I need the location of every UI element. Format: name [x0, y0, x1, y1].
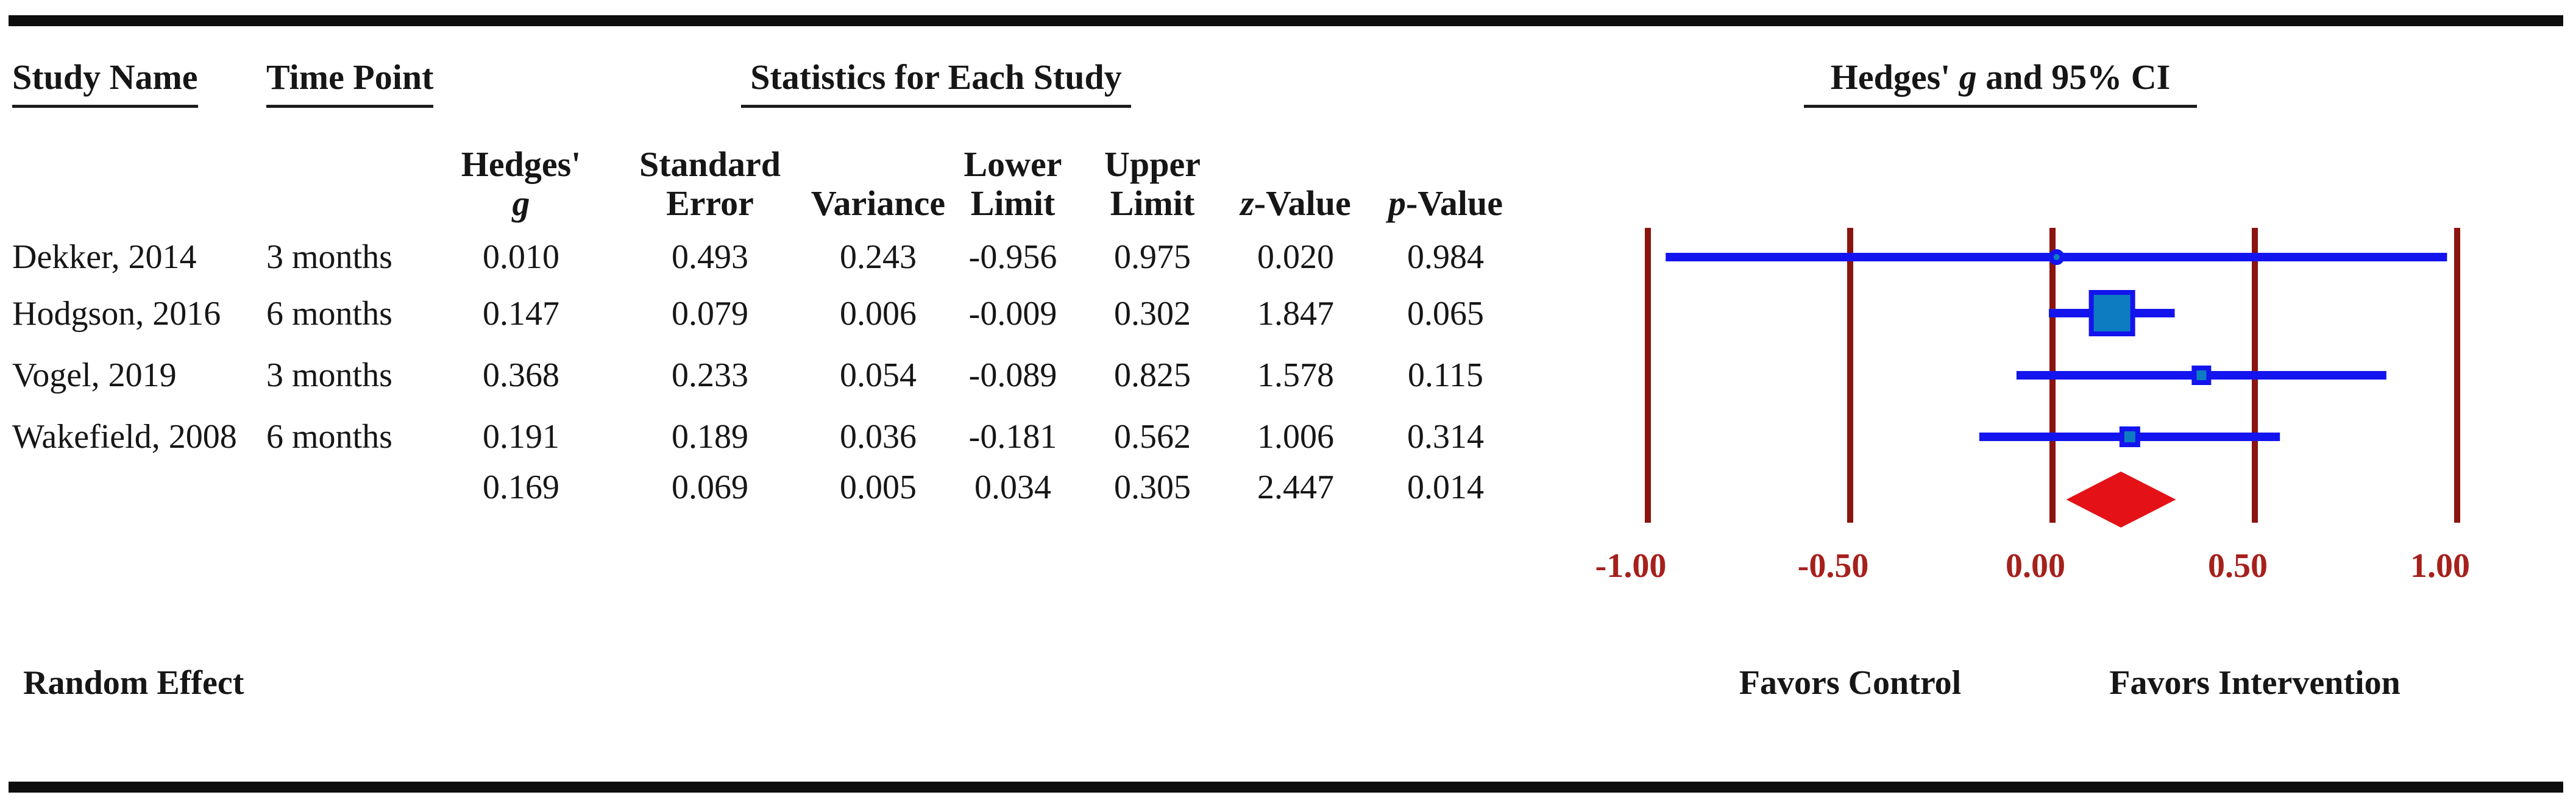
z-value: 1.847: [1257, 295, 1334, 333]
variance-value: 0.243: [840, 238, 917, 276]
col-header-hedges-g: Hedges' g: [436, 145, 606, 223]
effect-marker: [2119, 426, 2140, 447]
time-point-header: Time Point: [266, 57, 434, 108]
standard-error-value: 0.079: [672, 295, 748, 333]
time-point: 6 months: [266, 418, 392, 456]
lower-limit-value: -0.956: [968, 238, 1057, 276]
table-row: Wakefield, 2008 6 months 0.191 0.189 0.0…: [0, 417, 1584, 457]
variance-value: 0.036: [840, 418, 917, 456]
col-header-z-value: z-Value: [1210, 145, 1381, 223]
lower-limit-value: -0.181: [968, 418, 1057, 456]
col-header-line1: Hedges': [461, 144, 581, 184]
time-point: 3 months: [266, 356, 392, 394]
z-value: 0.020: [1257, 238, 1334, 276]
upper-limit-value: 0.825: [1114, 356, 1191, 394]
col-header-line1: Upper: [1104, 144, 1201, 184]
p-value: 0.984: [1407, 238, 1484, 276]
standard-error-value: 0.493: [672, 238, 748, 276]
axis-tick-label: 0.50: [2208, 547, 2268, 585]
upper-limit-value: 0.302: [1114, 295, 1191, 333]
top-rule: [9, 15, 2563, 26]
upper-limit-value: 0.975: [1114, 238, 1191, 276]
effect-marker: [2048, 249, 2065, 265]
table-row: Vogel, 2019 3 months 0.368 0.233 0.054 -…: [0, 355, 1584, 395]
hedges-g-value: 0.147: [483, 295, 559, 333]
col-header-variance: Variance: [793, 145, 963, 223]
summary-row: 0.169 0.069 0.005 0.034 0.305 2.447 0.01…: [0, 467, 1584, 507]
study-name: Dekker, 2014: [12, 238, 197, 276]
z-rest: -Value: [1254, 183, 1351, 223]
ci-header-g: g: [1959, 57, 1977, 97]
col-header-line1: Lower: [963, 144, 1062, 184]
summary-hedges-g: 0.169: [483, 468, 559, 506]
summary-variance: 0.005: [840, 468, 917, 506]
study-name: Wakefield, 2008: [12, 418, 237, 456]
p-value: 0.314: [1407, 418, 1484, 456]
col-header-line1: Standard: [639, 144, 781, 184]
effect-marker: [2191, 366, 2212, 385]
axis-tick-label: -0.50: [1797, 547, 1869, 585]
axis-tick-label: 1.00: [2410, 547, 2470, 585]
time-point: 3 months: [266, 238, 392, 276]
axis-tick-label: -1.00: [1595, 547, 1667, 585]
p-italic: p: [1388, 183, 1406, 223]
hedges-g-value: 0.368: [483, 356, 559, 394]
time-point: 6 months: [266, 295, 392, 333]
ci-header-suffix: and 95% CI: [1976, 57, 2171, 97]
ci-group-header: Hedges' g and 95% CI: [1804, 57, 2197, 108]
z-italic: z: [1240, 183, 1254, 223]
summary-diamond: [2066, 472, 2176, 528]
summary-p-value: 0.014: [1407, 468, 1484, 506]
col-header-line2: p-Value: [1360, 184, 1531, 223]
col-header-lower-limit: Lower Limit: [928, 145, 1098, 223]
table-row: Dekker, 2014 3 months 0.010 0.493 0.243 …: [0, 237, 1584, 277]
lower-limit-value: -0.089: [968, 356, 1057, 394]
study-name: Hodgson, 2016: [12, 295, 221, 333]
z-value: 1.578: [1257, 356, 1334, 394]
upper-limit-value: 0.562: [1114, 418, 1191, 456]
bottom-rule: [9, 782, 2563, 793]
p-value: 0.115: [1408, 356, 1483, 394]
standard-error-value: 0.233: [672, 356, 748, 394]
p-value: 0.065: [1407, 295, 1484, 333]
variance-value: 0.006: [840, 295, 917, 333]
col-header-line2: g: [512, 183, 530, 223]
study-name: Vogel, 2019: [12, 356, 177, 394]
z-value: 1.006: [1257, 418, 1334, 456]
variance-value: 0.054: [840, 356, 917, 394]
col-header-p-value: p-Value: [1360, 145, 1531, 223]
study-name-header: Study Name: [12, 57, 198, 108]
lower-limit-value: -0.009: [968, 295, 1057, 333]
favors-control-label: Favors Control: [1739, 664, 1962, 702]
summary-upper-limit: 0.305: [1114, 468, 1191, 506]
col-header-line2: z-Value: [1210, 184, 1381, 223]
statistics-group-header: Statistics for Each Study: [741, 57, 1131, 108]
col-header-line2: Limit: [970, 183, 1056, 223]
hedges-g-value: 0.191: [483, 418, 559, 456]
axis-tick-label: 0.00: [2006, 547, 2065, 585]
summary-lower-limit: 0.034: [974, 468, 1051, 506]
favors-intervention-label: Favors Intervention: [2109, 664, 2400, 702]
p-rest: -Value: [1406, 183, 1503, 223]
hedges-g-value: 0.010: [483, 238, 559, 276]
table-row: Hodgson, 2016 6 months 0.147 0.079 0.006…: [0, 294, 1584, 334]
summary-z-value: 2.447: [1257, 468, 1334, 506]
col-header-standard-error: Standard Error: [625, 145, 795, 223]
col-header-line2: Variance: [811, 183, 946, 223]
model-label: Random Effect: [23, 664, 244, 702]
standard-error-value: 0.189: [672, 418, 748, 456]
summary-standard-error: 0.069: [672, 468, 748, 506]
col-header-upper-limit: Upper Limit: [1067, 145, 1238, 223]
ci-header-prefix: Hedges': [1830, 57, 1959, 97]
effect-marker: [2088, 290, 2135, 336]
col-header-line2: Limit: [1110, 183, 1195, 223]
col-header-line2: Error: [666, 183, 754, 223]
